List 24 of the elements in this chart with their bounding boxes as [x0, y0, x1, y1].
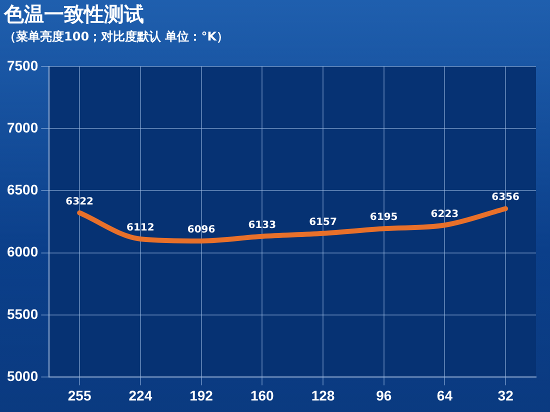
chart-subtitle: （菜单亮度100；对比度默认 单位：°K） [4, 29, 229, 44]
y-tick-label: 7500 [6, 57, 38, 74]
data-label: 6112 [126, 222, 154, 234]
x-tick-label: 64 [436, 387, 453, 404]
x-tick-label: 224 [128, 387, 152, 404]
data-label: 6157 [309, 216, 337, 228]
data-label: 6096 [187, 224, 216, 236]
x-tick-label: 128 [311, 387, 335, 404]
chart-title: 色温一致性测试 [3, 2, 144, 26]
y-tick-label: 6500 [6, 182, 38, 198]
data-label: 6133 [248, 220, 276, 231]
x-tick-label: 96 [376, 387, 392, 404]
data-label: 6195 [370, 212, 398, 224]
y-tick-label: 7000 [6, 119, 38, 136]
data-label: 6356 [492, 192, 520, 204]
x-tick-label: 32 [498, 387, 514, 404]
x-tick-label: 255 [68, 387, 92, 404]
x-tick-label: 192 [190, 387, 214, 404]
y-tick-label: 5500 [6, 306, 38, 322]
data-label: 6322 [66, 196, 94, 208]
data-label: 6223 [430, 208, 459, 220]
y-tick-label: 6000 [6, 244, 38, 260]
y-tick-label: 5000 [6, 368, 38, 384]
x-tick-label: 160 [250, 387, 274, 404]
